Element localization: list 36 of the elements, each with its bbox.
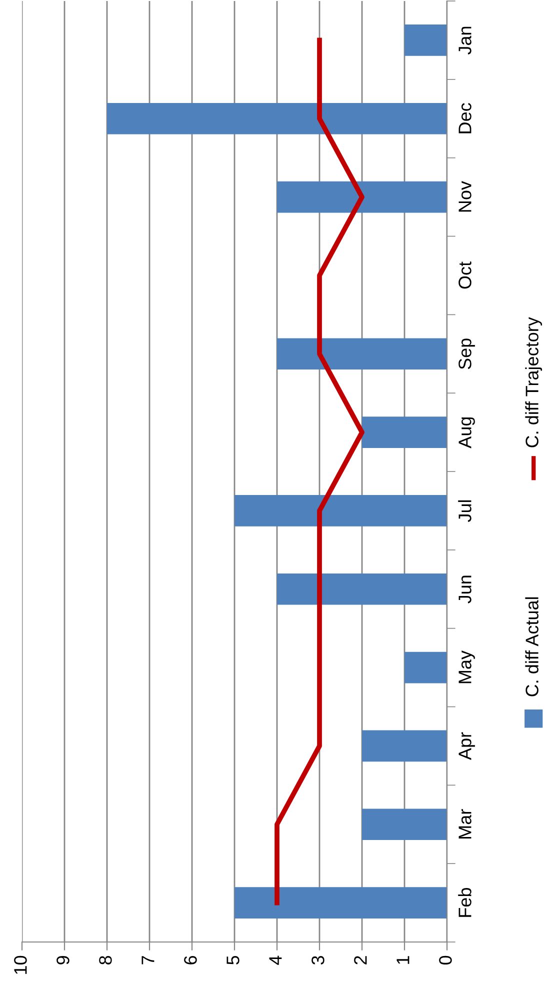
x-tick-label: 5 bbox=[226, 956, 240, 965]
x-tick-label: 3 bbox=[312, 956, 324, 965]
x-tick-label: 10 bbox=[14, 956, 27, 974]
text: C. diff Trajectory bbox=[525, 317, 542, 448]
y-tick-label: Jun bbox=[458, 576, 472, 604]
bar bbox=[362, 730, 447, 762]
y-tick-label: Sep bbox=[458, 338, 475, 370]
y-tick-label: Jul bbox=[458, 500, 472, 522]
bar bbox=[234, 887, 447, 918]
bar bbox=[277, 573, 447, 605]
text: C. diff Actual bbox=[525, 597, 538, 696]
y-tick-label: May bbox=[458, 650, 475, 684]
bar bbox=[107, 102, 447, 134]
bar bbox=[404, 652, 447, 684]
bar bbox=[277, 181, 447, 213]
bar bbox=[404, 24, 447, 56]
x-tick-label: 9 bbox=[56, 956, 70, 964]
y-tick-label: Aug bbox=[458, 417, 475, 448]
y-tick-label: Feb bbox=[458, 888, 472, 917]
x-tick-label: 2 bbox=[354, 956, 367, 964]
bar bbox=[234, 495, 447, 526]
bar bbox=[277, 338, 447, 370]
y-tick-label: Dec bbox=[458, 103, 472, 134]
x-tick-label: 8 bbox=[99, 956, 112, 964]
y-tick-label: Jan bbox=[458, 26, 472, 54]
y-tick-label: Nov bbox=[458, 181, 472, 212]
y-tick-label: Apr bbox=[458, 732, 475, 760]
bar bbox=[362, 808, 447, 840]
x-tick-label: 7 bbox=[142, 956, 154, 964]
x-tick-label: 6 bbox=[184, 956, 197, 964]
x-tick-label: 0 bbox=[439, 956, 452, 965]
y-tick-label: Mar bbox=[458, 809, 472, 838]
x-tick-label: 4 bbox=[269, 956, 282, 965]
x-tick-label: 1 bbox=[396, 956, 410, 964]
y-tick-label: Oct bbox=[458, 262, 472, 289]
bar bbox=[362, 416, 447, 448]
